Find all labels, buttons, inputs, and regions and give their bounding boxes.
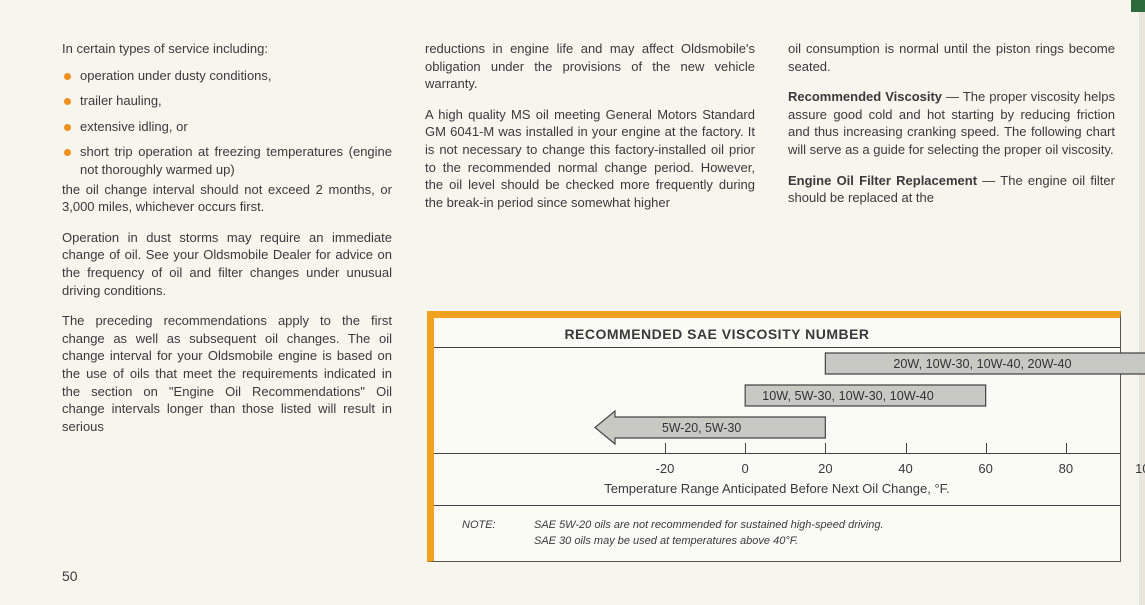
bullet-item: short trip operation at freezing tempera… — [62, 143, 392, 178]
intro-text: In certain types of service including: — [62, 41, 268, 56]
paragraph: reductions in engine life and may affect… — [425, 41, 755, 92]
column-3: oil consumption is normal until the pist… — [788, 40, 1115, 220]
bar-arrows: 20W, 10W-30, 10W-40, 20W-40 10W, 5W-30, 1… — [594, 352, 1145, 446]
page-number: 50 — [62, 568, 78, 584]
x-tick — [665, 443, 666, 453]
viscosity-bar-label: 10W, 5W-30, 10W-30, 10W-40 — [762, 389, 934, 403]
paragraph: Operation in dust storms may require an … — [62, 229, 392, 298]
x-tick-label: 60 — [978, 461, 993, 476]
viscosity-bar — [744, 384, 987, 407]
bullet-item: operation under dusty conditions, — [62, 67, 392, 85]
paragraph: The preceding recommendations apply to t… — [62, 313, 392, 434]
x-tick — [905, 443, 907, 453]
paragraph: oil consumption is normal until the pist… — [788, 41, 1115, 74]
viscosity-bar — [824, 352, 1145, 375]
paragraph: the oil change interval should not excee… — [62, 181, 392, 215]
x-tick — [745, 443, 747, 453]
page-edge — [1139, 0, 1145, 605]
x-tick — [825, 443, 827, 453]
chart-title: RECOMMENDED SAE VISCOSITY NUMBER — [564, 326, 870, 342]
paragraph: Engine Oil Filter Replacement — The engi… — [788, 172, 1115, 207]
x-axis-line — [434, 453, 1120, 454]
x-tick-label: 20 — [818, 461, 833, 476]
x-tick-label: 80 — [1058, 461, 1074, 476]
paragraph-text: — The engine oil filter should be replac… — [788, 172, 1115, 206]
section-heading: Engine Oil Filter Replacement — [788, 172, 978, 188]
paragraph: Recommended Viscosity — The proper visco… — [788, 88, 1115, 158]
column-2: reductions in engine life and may affect… — [425, 40, 755, 224]
x-tick-label: 100 — [1135, 461, 1145, 476]
tab-marker — [1131, 0, 1145, 12]
note-line: SAE 5W-20 oils are not recommended for s… — [534, 519, 884, 531]
paragraph-text: — The proper viscosity helps assure good… — [788, 89, 1115, 157]
x-tick — [1065, 443, 1067, 453]
viscosity-chart: RECOMMENDED SAE VISCOSITY NUMBER 20W, 10… — [427, 311, 1145, 562]
viscosity-bar — [594, 409, 826, 446]
x-tick-label: -20 — [655, 461, 675, 476]
column-1: In certain types of service including: o… — [62, 40, 392, 448]
x-tick — [985, 443, 987, 453]
x-tick-label: 0 — [741, 461, 749, 476]
bullet-item: trailer hauling, — [62, 92, 392, 110]
divider — [434, 505, 1120, 506]
note-label: NOTE: — [462, 519, 496, 531]
x-tick-label: 40 — [898, 461, 913, 476]
bullet-item: extensive idling, or — [62, 118, 392, 136]
note-line: SAE 30 oils may be used at temperatures … — [534, 535, 799, 547]
viscosity-bar-label: 5W-20, 5W-30 — [662, 421, 741, 435]
section-heading: Recommended Viscosity — [788, 89, 943, 105]
divider — [434, 347, 1120, 348]
viscosity-bar-label: 20W, 10W-30, 10W-40, 20W-40 — [893, 357, 1071, 371]
paragraph: A high quality MS oil meeting General Mo… — [425, 106, 755, 210]
x-axis-label: Temperature Range Anticipated Before Nex… — [604, 481, 950, 496]
